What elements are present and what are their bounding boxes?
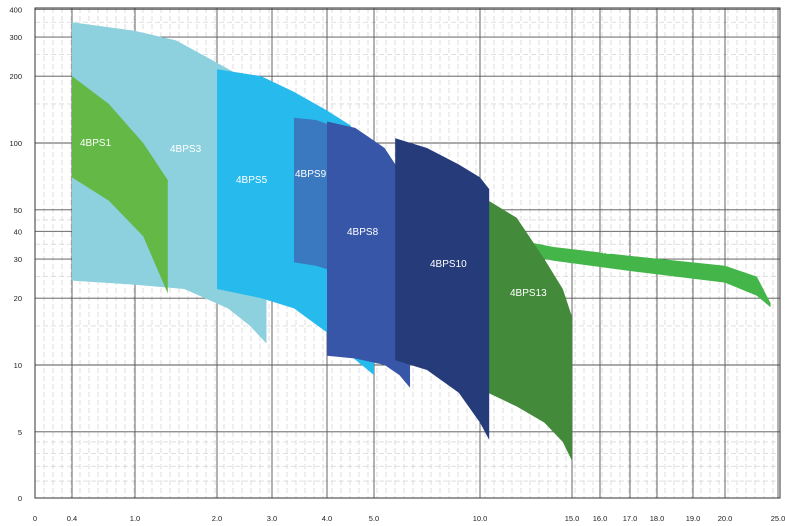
y-tick-label: 200: [9, 72, 22, 81]
y-tick-label: 30: [14, 255, 22, 264]
x-tick-label: 2.0: [212, 514, 222, 523]
x-tick-label: 15.0: [565, 514, 580, 523]
y-tick-label: 100: [9, 139, 22, 148]
y-tick-label: 20: [14, 294, 22, 303]
x-tick-label: 16.0: [593, 514, 608, 523]
y-tick-label: 300: [9, 33, 22, 42]
region-4bps8: [327, 121, 411, 388]
x-tick-label: 17.0: [623, 514, 638, 523]
x-tick-label: 10.0: [473, 514, 488, 523]
region-4bps1: [72, 76, 168, 294]
x-tick-label: 5.0: [369, 514, 379, 523]
pump-regions: [72, 22, 771, 461]
region-label-4bps10: 4BPS10: [430, 259, 467, 270]
y-tick-label: 400: [9, 5, 22, 14]
region-label-4bps5: 4BPS5: [236, 175, 268, 186]
region-label-4bps8: 4BPS8: [347, 227, 379, 238]
x-tick-label: 1.0: [130, 514, 140, 523]
plot-frame: [34, 7, 781, 499]
x-tick-label: 0: [33, 514, 37, 523]
x-tick-label: 20.0: [718, 514, 733, 523]
x-tick-label: 0.4: [67, 514, 77, 523]
x-tick-label: 25.0: [771, 514, 785, 523]
region-4bps9: [294, 117, 327, 270]
region-labels: 4BPS3 4BPS1 4BPS5 4BPS9 4BPS8 4BPS16 4BPS13 4BP…: [80, 138, 637, 299]
region-4bps16: [498, 236, 771, 308]
x-tick-label: 3.0: [267, 514, 277, 523]
x-tick-label: 19.0: [686, 514, 701, 523]
region-label-4bps9: 4BPS9: [295, 169, 327, 180]
region-label-4bps1: 4BPS1: [80, 138, 112, 149]
y-tick-label: 5: [18, 428, 22, 437]
region-label-4bps13: 4BPS13: [510, 288, 547, 299]
x-tick-label: 4.0: [322, 514, 332, 523]
region-label-4bps3: 4BPS3: [170, 144, 202, 155]
y-tick-label: 0: [18, 494, 22, 503]
y-tick-label: 40: [14, 227, 22, 236]
y-tick-label: 10: [14, 361, 22, 370]
y-tick-label: 50: [14, 206, 22, 215]
region-label-4bps16: 4BPS16: [600, 246, 637, 257]
axis-ticks: 0 0.4 1.0 2.0 3.0 4.0 5.0 10.0 15.0 16.0 17.0 18.0 1…: [9, 5, 785, 523]
x-tick-label: 18.0: [650, 514, 665, 523]
region-4bps10: [395, 138, 490, 440]
